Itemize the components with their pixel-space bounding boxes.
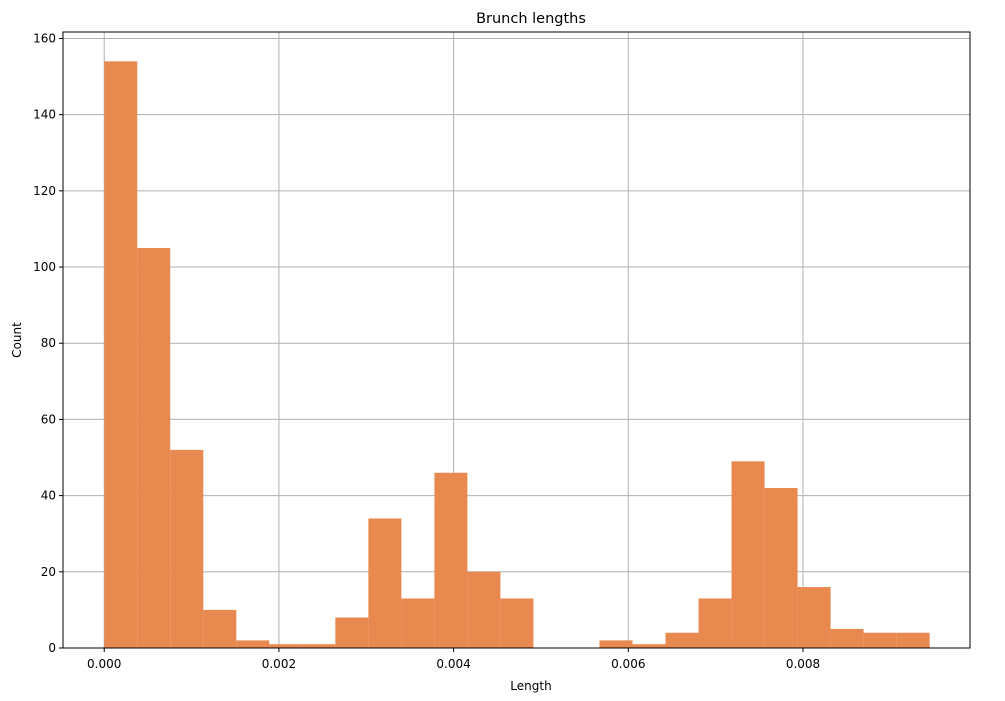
x-tick-label: 0.004 (436, 657, 470, 671)
y-axis-ticks: 0 20 40 60 80 100 120 140 160 (33, 31, 63, 655)
histogram-bar (698, 598, 732, 648)
y-tick-label: 100 (33, 260, 56, 274)
chart-title: Brunch lengths (476, 11, 586, 27)
histogram-bar (632, 644, 666, 648)
histogram-bar (269, 644, 303, 648)
y-tick-label: 40 (41, 489, 56, 503)
histogram-bar (797, 587, 831, 648)
histogram-bar (434, 472, 468, 648)
y-tick-label: 20 (41, 565, 56, 579)
x-tick-label: 0.008 (786, 657, 820, 671)
y-tick-label: 120 (33, 184, 56, 198)
y-axis-title: Count (10, 322, 24, 358)
histogram-bar (500, 598, 534, 648)
histogram-bar (764, 488, 798, 648)
x-tick-label: 0.002 (262, 657, 296, 671)
histogram-bar (665, 632, 699, 648)
x-tick-label: 0.000 (87, 657, 121, 671)
histogram-bar (236, 640, 270, 648)
histogram-bar (104, 61, 138, 649)
histogram-bars (104, 61, 930, 649)
y-tick-label: 60 (41, 412, 56, 426)
x-tick-label: 0.006 (611, 657, 645, 671)
histogram-bar (170, 449, 204, 648)
x-axis-title: Length (510, 679, 551, 693)
histogram-bar (467, 571, 501, 648)
y-tick-label: 0 (48, 641, 56, 655)
plot-frame (62, 31, 971, 649)
histogram-bar (896, 632, 930, 648)
histogram-bar (335, 617, 369, 648)
histogram-bar (137, 248, 171, 648)
histogram-bar (302, 644, 336, 648)
histogram-bar (401, 598, 435, 648)
histogram-bar (368, 518, 402, 648)
histogram-bar (863, 632, 897, 648)
histogram-bar (830, 628, 864, 648)
histogram-bar (731, 461, 765, 648)
y-tick-label: 80 (41, 336, 56, 350)
histogram-bar (599, 640, 633, 648)
y-tick-label: 140 (33, 108, 56, 122)
histogram-bar (203, 609, 237, 648)
x-axis-ticks: 0.000 0.002 0.004 0.006 0.008 (87, 648, 820, 671)
y-tick-label: 160 (33, 31, 56, 45)
